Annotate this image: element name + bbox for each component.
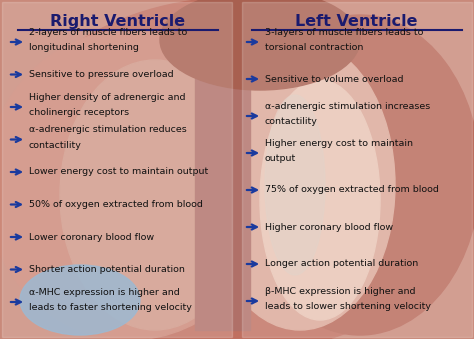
Text: Higher energy cost to maintain: Higher energy cost to maintain — [265, 139, 413, 148]
Text: 50% of oxygen extracted from blood: 50% of oxygen extracted from blood — [29, 200, 203, 209]
Text: 75% of oxygen extracted from blood: 75% of oxygen extracted from blood — [265, 185, 439, 195]
Bar — [195, 20, 250, 330]
Ellipse shape — [205, 40, 395, 330]
Text: β-MHC expression is higher and: β-MHC expression is higher and — [265, 287, 416, 296]
Text: leads to slower shortening velocity: leads to slower shortening velocity — [265, 302, 431, 311]
Text: α-adrenergic stimulation reduces: α-adrenergic stimulation reduces — [29, 125, 187, 135]
Text: Lower coronary blood flow: Lower coronary blood flow — [29, 233, 154, 241]
Text: Right Ventricle: Right Ventricle — [50, 14, 185, 29]
Text: contactility: contactility — [265, 117, 318, 126]
Text: cholinergic receptors: cholinergic receptors — [29, 108, 129, 117]
Text: leads to faster shortening velocity: leads to faster shortening velocity — [29, 303, 192, 312]
Text: α-adrenergic stimulation increases: α-adrenergic stimulation increases — [265, 102, 430, 111]
Bar — [242, 2, 472, 337]
Ellipse shape — [20, 265, 140, 335]
Text: torsional contraction: torsional contraction — [265, 43, 364, 52]
Text: α-MHC expression is higher and: α-MHC expression is higher and — [29, 288, 180, 297]
Ellipse shape — [60, 60, 250, 330]
Ellipse shape — [160, 0, 360, 90]
Text: Left Ventricle: Left Ventricle — [295, 14, 417, 29]
Text: 2-layers of muscle fibers leads to: 2-layers of muscle fibers leads to — [29, 28, 187, 37]
Text: Higher coronary blood flow: Higher coronary blood flow — [265, 222, 393, 232]
Ellipse shape — [240, 15, 474, 335]
Ellipse shape — [260, 80, 380, 320]
Text: 3-layers of muscle fibers leads to: 3-layers of muscle fibers leads to — [265, 28, 423, 37]
Text: Sensitive to pressure overload: Sensitive to pressure overload — [29, 70, 173, 79]
Text: longitudinal shortening: longitudinal shortening — [29, 43, 139, 52]
Text: output: output — [265, 154, 296, 163]
Text: Lower energy cost to maintain output: Lower energy cost to maintain output — [29, 167, 208, 177]
Text: Higher density of adrenergic and: Higher density of adrenergic and — [29, 93, 185, 102]
Bar — [2, 2, 232, 337]
Ellipse shape — [0, 30, 275, 339]
Ellipse shape — [265, 95, 325, 275]
Text: Longer action potential duration: Longer action potential duration — [265, 259, 418, 268]
Text: contactility: contactility — [29, 140, 82, 149]
Text: Shorter action potential duration: Shorter action potential duration — [29, 265, 185, 274]
Text: Sensitive to volume overload: Sensitive to volume overload — [265, 75, 403, 83]
